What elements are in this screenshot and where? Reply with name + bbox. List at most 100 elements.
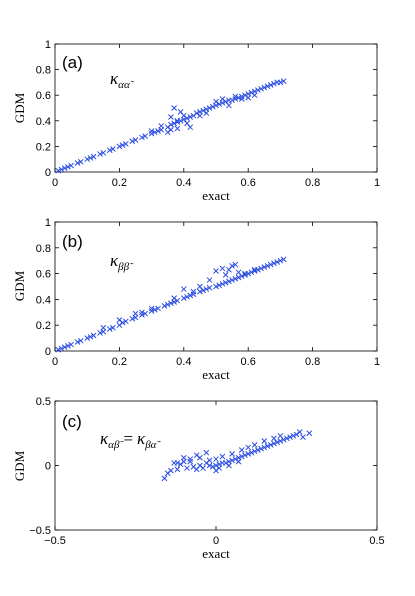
data-point: [174, 460, 181, 466]
data-point: [242, 452, 248, 459]
y-tick-label: 0.2: [36, 141, 51, 153]
data-point: [238, 447, 245, 453]
y-tick-label: 0.8: [36, 243, 51, 255]
data-point: [232, 93, 239, 100]
data-point: [264, 443, 271, 450]
data-point: [209, 103, 216, 110]
data-point: [255, 447, 261, 453]
data-point: [58, 345, 65, 352]
data-point: [100, 324, 107, 331]
data-point: [132, 310, 139, 317]
data-point: [267, 82, 274, 88]
x-tick-label: 0.6: [241, 177, 256, 189]
data-point: [164, 301, 171, 308]
data-point: [213, 456, 219, 462]
data-point: [184, 293, 190, 300]
data-point: [168, 126, 174, 133]
data-point: [203, 286, 210, 292]
data-point: [277, 79, 284, 86]
data-point: [174, 466, 181, 473]
data-point: [180, 112, 187, 119]
data-point: [226, 102, 232, 109]
data-point: [213, 268, 219, 274]
x-tick-label: 0.4: [176, 356, 191, 368]
data-point: [226, 266, 232, 273]
data-point: [55, 167, 62, 174]
data-point: [190, 291, 197, 298]
data-point: [271, 435, 277, 442]
x-tick-label: 0: [52, 356, 58, 368]
data-point: [148, 130, 155, 137]
data-point: [290, 432, 297, 439]
x-tick-label: 1: [374, 356, 380, 368]
data-point: [168, 114, 174, 120]
data-point: [197, 454, 203, 461]
data-point: [180, 295, 187, 301]
y-tick-label: 0.6: [36, 269, 51, 281]
x-tick-label: −0.5: [44, 535, 66, 547]
data-point: [213, 283, 219, 290]
data-point: [116, 317, 123, 323]
panel-label: (a): [62, 53, 83, 72]
data-point: [264, 83, 271, 90]
data-point: [161, 475, 168, 482]
y-tick-label: 0.5: [36, 396, 51, 408]
data-point: [229, 457, 235, 464]
data-point: [219, 281, 226, 287]
y-tick-label: 0.6: [36, 90, 51, 102]
y-axis-label: GDM: [12, 92, 27, 123]
data-point: [261, 444, 268, 451]
y-tick-label: −0.5: [29, 525, 51, 537]
data-point: [187, 114, 194, 120]
data-point: [90, 153, 97, 160]
data-point: [267, 442, 274, 448]
panel-label: (b): [62, 232, 83, 251]
data-point: [106, 147, 113, 154]
x-tick-label: 0: [213, 535, 219, 547]
data-point: [139, 312, 145, 318]
data-point: [74, 339, 81, 345]
data-point: [283, 435, 290, 442]
scatter-panel-1: 0 0.2 0.4 0.6 0.8 1 0 0.2 0.4 0.6 0.8 1 exact GDM (a) κ…: [12, 39, 380, 203]
data-point: [300, 434, 306, 440]
data-point: [203, 449, 210, 456]
data-point: [129, 138, 136, 145]
data-point: [229, 277, 235, 283]
x-tick-label: 1: [374, 177, 380, 189]
y-tick-label: 0.2: [36, 320, 51, 332]
data-point: [245, 451, 252, 457]
data-point: [219, 265, 226, 272]
y-tick-label: 0.4: [36, 294, 51, 306]
kappa-annotation: καβ̃ = κβα̃: [100, 429, 161, 451]
data-point: [238, 96, 245, 102]
data-point: [277, 257, 284, 264]
data-point: [267, 261, 274, 268]
data-point: [232, 275, 239, 282]
data-point: [77, 337, 84, 344]
data-point: [171, 105, 177, 111]
y-axis-label: GDM: [12, 450, 27, 481]
data-point: [58, 166, 65, 173]
data-point: [206, 457, 213, 464]
data-point: [116, 143, 123, 150]
data-point: [261, 264, 268, 271]
data-point: [168, 300, 174, 307]
data-point: [197, 283, 203, 290]
data-point: [222, 272, 229, 278]
y-tick-label: 0.4: [36, 116, 51, 128]
data-point: [87, 333, 94, 340]
data-point: [248, 449, 255, 456]
y-tick-label: 1: [45, 39, 51, 51]
y-tick-label: 0.8: [36, 65, 51, 77]
data-point: [235, 274, 242, 281]
data-point: [129, 315, 136, 322]
data-point: [74, 160, 81, 166]
data-point: [68, 162, 74, 169]
data-point: [261, 438, 268, 444]
data-point: [61, 344, 68, 350]
data-point: [271, 440, 277, 447]
x-tick-label: 0.8: [305, 356, 320, 368]
data-point: [258, 265, 264, 272]
data-point: [151, 129, 158, 136]
data-point: [122, 318, 129, 325]
